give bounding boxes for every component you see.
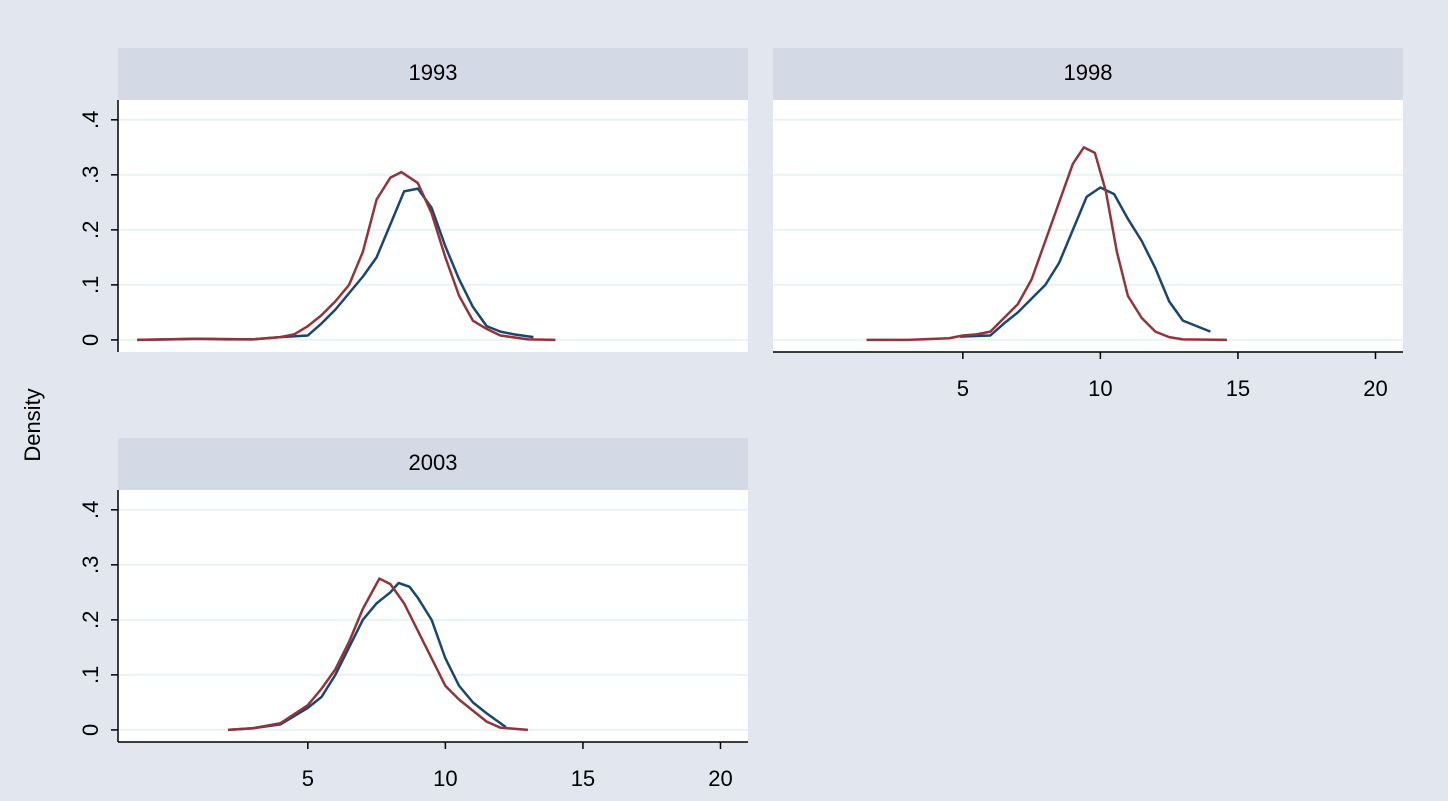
y-axis-title: Density <box>20 388 45 461</box>
density-line <box>137 187 534 342</box>
x-tick-label: 10 <box>1088 376 1112 401</box>
y-tick-label: .2 <box>78 221 103 239</box>
x-tick-label: 10 <box>433 766 457 791</box>
plot-area <box>118 100 748 352</box>
panel-header <box>118 48 748 100</box>
density-line <box>960 186 1211 338</box>
y-tick-label: .1 <box>78 666 103 684</box>
y-tick-label: .3 <box>78 556 103 574</box>
x-tick-label: 5 <box>302 766 314 791</box>
density-line <box>227 581 507 732</box>
x-tick-label: 15 <box>571 766 595 791</box>
x-tick-label: 20 <box>708 766 732 791</box>
y-tick-label: 0 <box>78 334 103 346</box>
panel-title: 1998 <box>1064 60 1113 85</box>
y-tick-label: .3 <box>78 166 103 184</box>
density-line <box>227 577 529 732</box>
density-line <box>866 146 1227 342</box>
y-tick-label: .1 <box>78 276 103 294</box>
panel-title: 1993 <box>409 60 458 85</box>
y-tick-label: 0 <box>78 724 103 736</box>
panel-title: 2003 <box>409 450 458 475</box>
x-tick-label: 5 <box>957 376 969 401</box>
density-line <box>137 170 556 342</box>
x-tick-label: 20 <box>1363 376 1387 401</box>
y-tick-label: .4 <box>78 111 103 129</box>
panel-header <box>773 48 1403 100</box>
panel-header <box>118 438 748 490</box>
plot-area <box>773 100 1403 352</box>
plot-area <box>118 490 748 742</box>
x-tick-label: 15 <box>1226 376 1250 401</box>
y-tick-label: .4 <box>78 501 103 519</box>
y-tick-label: .2 <box>78 611 103 629</box>
